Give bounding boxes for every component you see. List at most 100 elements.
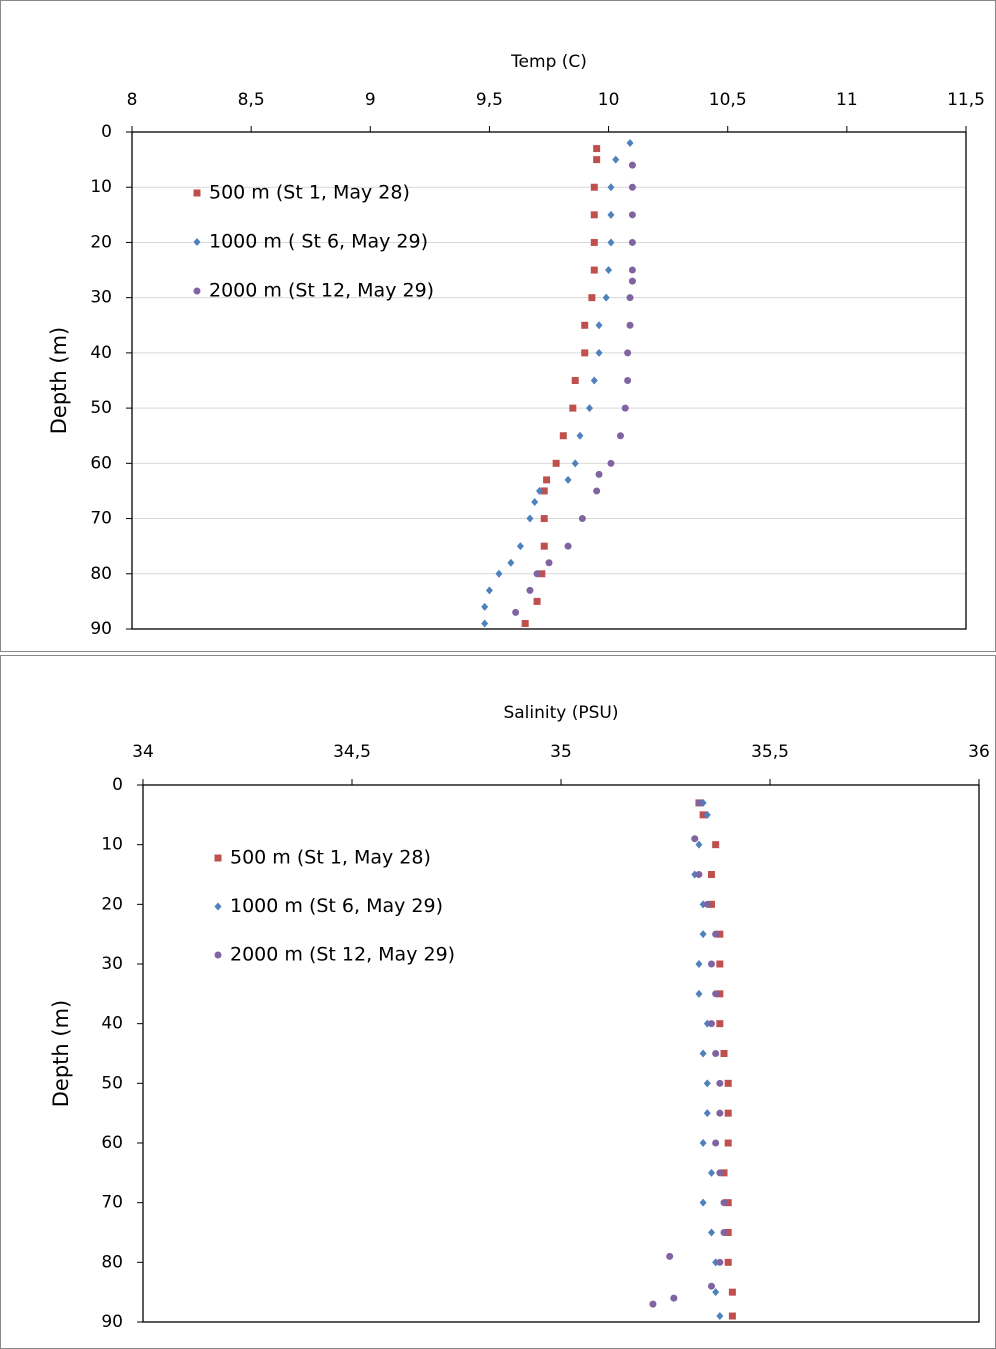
data-point <box>626 139 634 148</box>
x-tick-label: 11 <box>836 90 858 110</box>
data-point <box>607 238 615 247</box>
data-point <box>724 1139 732 1147</box>
data-point <box>590 238 598 246</box>
data-point <box>649 1300 657 1308</box>
data-point <box>626 321 634 329</box>
data-point <box>590 183 598 191</box>
data-point <box>581 321 589 329</box>
legend-label: 500 m (St 1, May 28) <box>230 847 431 869</box>
data-point <box>716 1169 724 1177</box>
data-point <box>691 835 699 843</box>
data-point <box>564 475 572 484</box>
data-point <box>712 930 720 938</box>
y-tick-label: 50 <box>101 1073 123 1093</box>
data-point <box>521 619 529 627</box>
data-point <box>699 811 707 819</box>
y-tick-label: 0 <box>101 122 112 142</box>
y-tick-label: 30 <box>101 954 123 974</box>
y-tick-label: 20 <box>101 894 123 914</box>
data-point <box>707 960 715 968</box>
data-point <box>607 459 615 467</box>
data-point <box>571 459 579 468</box>
data-point <box>695 840 703 849</box>
data-point <box>712 1050 720 1057</box>
data-point <box>552 459 560 467</box>
data-point <box>699 1139 707 1147</box>
y-axis-title: Depth (m) <box>49 1000 73 1107</box>
data-point <box>699 1049 707 1058</box>
data-point <box>588 294 596 302</box>
data-point <box>581 349 589 357</box>
data-point <box>624 377 632 384</box>
data-point <box>716 930 724 938</box>
y-tick-label: 90 <box>101 1312 123 1332</box>
data-point <box>724 1199 732 1207</box>
data-point <box>564 542 572 550</box>
data-point <box>695 989 703 998</box>
data-point <box>707 1282 715 1290</box>
x-tick-label: 10,5 <box>709 90 747 110</box>
data-point <box>707 1168 715 1177</box>
data-point <box>595 348 603 357</box>
data-point <box>538 570 546 578</box>
x-axis-title: Temp (C) <box>510 52 587 72</box>
data-point <box>707 900 715 908</box>
legend-label: 500 m (St 1, May 28) <box>209 182 410 204</box>
plot-frame <box>131 131 967 630</box>
x-tick-label: 35 <box>550 742 572 762</box>
data-point <box>703 1079 711 1088</box>
plot-frame <box>142 784 980 1323</box>
y-tick-label: 80 <box>101 1252 123 1272</box>
data-point <box>593 156 601 164</box>
data-point <box>590 376 598 385</box>
y-tick-label: 10 <box>101 835 123 855</box>
x-tick-label: 8,5 <box>238 90 265 110</box>
data-point <box>628 266 636 274</box>
data-point <box>540 487 548 495</box>
data-point <box>712 990 720 998</box>
data-point <box>712 1288 720 1297</box>
x-tick-label: 34 <box>132 742 154 762</box>
data-point <box>590 266 598 274</box>
data-point <box>595 321 603 330</box>
data-point <box>712 1139 720 1147</box>
data-point <box>485 586 493 595</box>
data-point <box>559 432 567 440</box>
data-point <box>628 211 636 219</box>
data-point <box>602 293 610 302</box>
chart-panel: 0 10 20 30 40 50 60 70 80 90 8 8,5 9 9,5 10 10,5 11 11,5 T… <box>0 0 996 652</box>
data-point <box>724 1109 732 1117</box>
data-point <box>595 470 603 478</box>
y-tick-label: 80 <box>90 564 112 584</box>
data-point <box>670 1294 678 1302</box>
x-tick-label: 9 <box>365 90 376 110</box>
legend-symbol <box>214 951 222 959</box>
data-point <box>626 294 634 302</box>
data-point <box>545 559 553 567</box>
legend-label: 2000 m (St 12, May 29) <box>209 280 434 302</box>
x-tick-label: 10 <box>598 90 620 110</box>
data-point <box>716 1020 724 1028</box>
data-point <box>695 871 703 878</box>
data-point <box>728 1312 736 1320</box>
data-point <box>712 841 720 849</box>
data-point <box>716 960 724 968</box>
data-point <box>526 514 534 523</box>
x-axis-title: Salinity (PSU) <box>503 703 618 723</box>
y-tick-label: 70 <box>90 509 112 529</box>
data-point <box>724 1079 732 1087</box>
data-point <box>703 1109 711 1118</box>
data-point <box>716 990 724 998</box>
legend-label: 2000 m (St 12, May 29) <box>230 944 455 966</box>
data-point <box>624 349 632 357</box>
data-point <box>628 277 636 285</box>
data-point <box>720 1169 728 1177</box>
data-point <box>728 1288 736 1296</box>
data-point <box>720 1199 728 1207</box>
y-tick-label: 40 <box>90 343 112 363</box>
x-tick-label: 34,5 <box>333 742 371 762</box>
data-point <box>533 570 541 578</box>
data-point <box>590 211 598 219</box>
data-point <box>621 404 629 412</box>
